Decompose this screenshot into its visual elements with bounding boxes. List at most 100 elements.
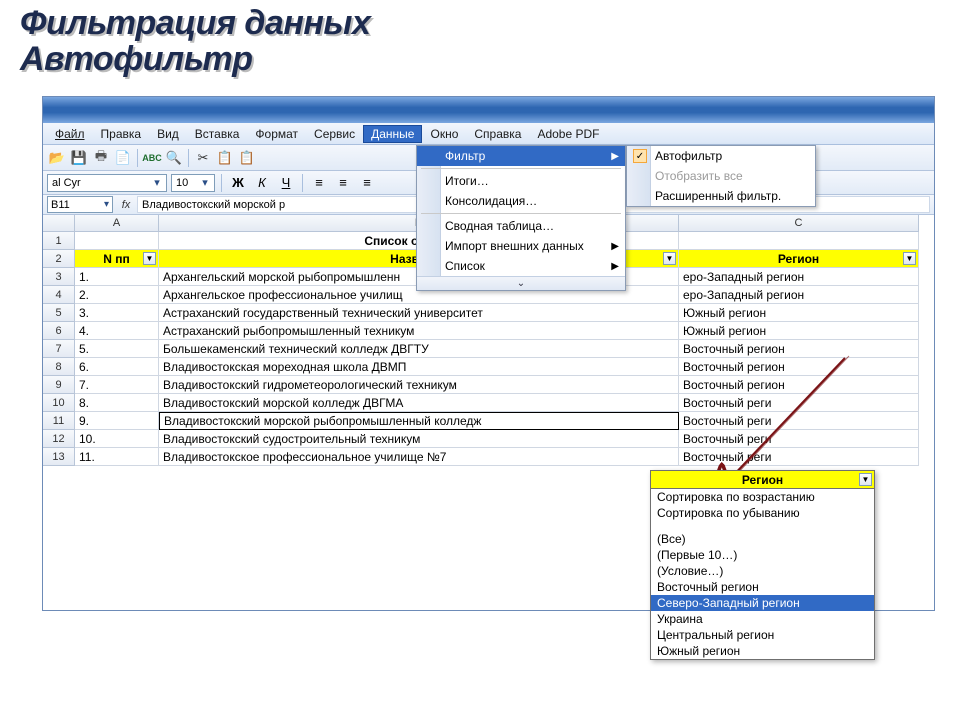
cell-name[interactable]: Владивостокский морской рыбопромышленный… xyxy=(159,412,679,430)
menu-expand-icon[interactable]: ⌄ xyxy=(417,276,625,290)
row-header[interactable]: 8 xyxy=(43,358,75,376)
paste-icon[interactable]: 📋 xyxy=(237,148,257,168)
select-all-corner[interactable] xyxy=(43,215,75,232)
cell-npp[interactable]: 3. xyxy=(75,304,159,322)
af-sort-asc[interactable]: Сортировка по возрастанию xyxy=(651,489,874,505)
save-icon[interactable]: 💾 xyxy=(69,148,89,168)
cut-icon[interactable]: ✂ xyxy=(193,148,213,168)
filter-dropdown-icon[interactable]: ▼ xyxy=(143,252,156,265)
cell-region[interactable]: Восточный регион xyxy=(679,376,919,394)
row-header[interactable]: 5 xyxy=(43,304,75,322)
filter-dropdown-icon[interactable]: ▼ xyxy=(663,252,676,265)
menu-tools[interactable]: Сервис xyxy=(306,125,363,143)
cell-npp[interactable]: 8. xyxy=(75,394,159,412)
cell-npp[interactable]: 10. xyxy=(75,430,159,448)
cell-name[interactable]: Астраханский государственный технический… xyxy=(159,304,679,322)
row-header[interactable]: 1 xyxy=(43,232,75,250)
menu-data[interactable]: Данные xyxy=(363,125,422,143)
cell-npp[interactable]: 6. xyxy=(75,358,159,376)
af-option[interactable]: Северо-Западный регион xyxy=(651,595,874,611)
cell-npp[interactable]: 7. xyxy=(75,376,159,394)
menu-adobe[interactable]: Adobe PDF xyxy=(529,125,607,143)
af-custom[interactable]: (Условие…) xyxy=(651,563,874,579)
af-option[interactable]: Восточный регион xyxy=(651,579,874,595)
row-header[interactable]: 10 xyxy=(43,394,75,412)
align-left-icon[interactable]: ≡ xyxy=(309,173,329,193)
cell-region[interactable]: Восточный реги xyxy=(679,412,919,430)
menu-item-filter[interactable]: Фильтр ▶ xyxy=(417,146,625,166)
row-header[interactable]: 6 xyxy=(43,322,75,340)
cell-name[interactable]: Владивостокский морской колледж ДВГМА xyxy=(159,394,679,412)
name-box[interactable]: B11▾ xyxy=(47,196,113,213)
italic-button[interactable]: К xyxy=(252,173,272,193)
af-option[interactable]: Центральный регион xyxy=(651,627,874,643)
filter-dropdown-icon[interactable]: ▼ xyxy=(859,473,872,486)
row-header[interactable]: 3 xyxy=(43,268,75,286)
menu-item-import[interactable]: Импорт внешних данных ▶ xyxy=(417,236,625,256)
cell[interactable] xyxy=(679,232,919,250)
cell-npp[interactable]: 2. xyxy=(75,286,159,304)
row-header[interactable]: 9 xyxy=(43,376,75,394)
filter-dropdown-icon[interactable]: ▼ xyxy=(903,252,916,265)
row-header[interactable]: 12 xyxy=(43,430,75,448)
menu-file[interactable]: Файл xyxy=(47,125,93,143)
row-header[interactable]: 11 xyxy=(43,412,75,430)
af-option[interactable]: Южный регион xyxy=(651,643,874,659)
underline-button[interactable]: Ч xyxy=(276,173,296,193)
menu-insert[interactable]: Вставка xyxy=(187,125,248,143)
cell-region[interactable]: Южный регион xyxy=(679,304,919,322)
cell[interactable] xyxy=(75,232,159,250)
submenu-autofilter[interactable]: ✓ Автофильтр xyxy=(627,146,815,166)
menu-edit[interactable]: Правка xyxy=(93,125,150,143)
cell-region[interactable]: Восточный регион xyxy=(679,340,919,358)
filter-header-region[interactable]: Регион ▼ xyxy=(679,250,919,268)
open-icon[interactable]: 📂 xyxy=(47,148,67,168)
research-icon[interactable]: 🔍 xyxy=(164,148,184,168)
submenu-advanced[interactable]: Расширенный фильтр. xyxy=(627,186,815,206)
window-titlebar[interactable] xyxy=(43,97,934,123)
cell-region[interactable]: Восточный регион xyxy=(679,358,919,376)
cell-region[interactable]: Восточный реги xyxy=(679,448,919,466)
filter-header-npp[interactable]: N пп ▼ xyxy=(75,250,159,268)
menu-format[interactable]: Формат xyxy=(247,125,306,143)
menu-item-consolidation[interactable]: Консолидация… xyxy=(417,191,625,211)
fx-icon[interactable]: fx xyxy=(115,199,137,211)
cell-region[interactable]: Восточный реги xyxy=(679,394,919,412)
row-header[interactable]: 7 xyxy=(43,340,75,358)
font-name-combo[interactable]: al Cyr▾ xyxy=(47,174,167,192)
af-top10[interactable]: (Первые 10…) xyxy=(651,547,874,563)
row-header[interactable]: 13 xyxy=(43,448,75,466)
cell-region[interactable]: еро-Западный регион xyxy=(679,268,919,286)
menu-item-pivot[interactable]: Сводная таблица… xyxy=(417,216,625,236)
cell-region[interactable]: Восточный реги xyxy=(679,430,919,448)
font-size-combo[interactable]: 10▾ xyxy=(171,174,215,192)
copy-icon[interactable]: 📋 xyxy=(215,148,235,168)
cell-npp[interactable]: 9. xyxy=(75,412,159,430)
cell-name[interactable]: Большекаменский технический колледж ДВГТ… xyxy=(159,340,679,358)
cell-name[interactable]: Владивостокский судостроительный технику… xyxy=(159,430,679,448)
cell-npp[interactable]: 5. xyxy=(75,340,159,358)
spell-icon[interactable]: ABC xyxy=(142,148,162,168)
autofilter-header[interactable]: Регион ▼ xyxy=(651,471,874,489)
bold-button[interactable]: Ж xyxy=(228,173,248,193)
col-header-A[interactable]: A xyxy=(75,215,159,232)
menu-view[interactable]: Вид xyxy=(149,125,187,143)
menu-item-subtotals[interactable]: Итоги… xyxy=(417,171,625,191)
cell-name[interactable]: Астраханский рыбопромышленный техникум xyxy=(159,322,679,340)
cell-npp[interactable]: 4. xyxy=(75,322,159,340)
menu-window[interactable]: Окно xyxy=(422,125,466,143)
col-header-C[interactable]: C xyxy=(679,215,919,232)
cell-npp[interactable]: 1. xyxy=(75,268,159,286)
print-icon[interactable]: 🖶 xyxy=(91,148,111,168)
af-all[interactable]: (Все) xyxy=(651,531,874,547)
preview-icon[interactable]: 📄 xyxy=(113,148,133,168)
cell-npp[interactable]: 11. xyxy=(75,448,159,466)
align-right-icon[interactable]: ≡ xyxy=(357,173,377,193)
af-option[interactable]: Украина xyxy=(651,611,874,627)
menu-help[interactable]: Справка xyxy=(466,125,529,143)
cell-name[interactable]: Владивостокское профессиональное училище… xyxy=(159,448,679,466)
af-sort-desc[interactable]: Сортировка по убыванию xyxy=(651,505,874,521)
row-header[interactable]: 4 xyxy=(43,286,75,304)
cell-name[interactable]: Владивостокский гидрометеорологический т… xyxy=(159,376,679,394)
cell-name[interactable]: Владивостокская мореходная школа ДВМП xyxy=(159,358,679,376)
